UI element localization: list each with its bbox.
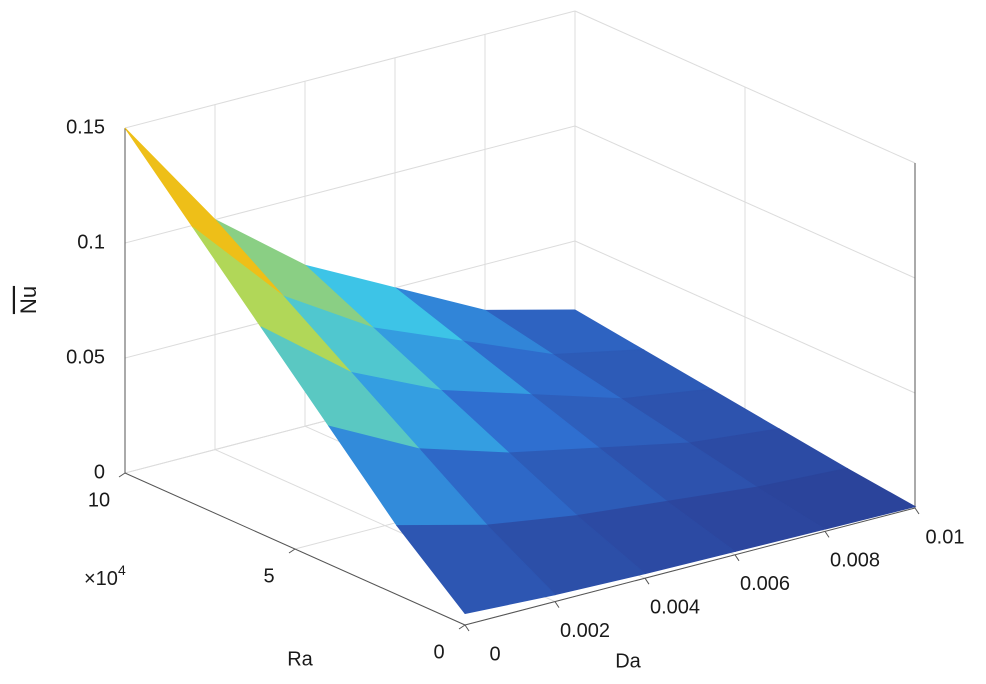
x-tick bbox=[644, 577, 650, 585]
y-tick-label: 0 bbox=[433, 641, 444, 663]
z-tick-label: 0 bbox=[94, 461, 105, 483]
y-tick-label: 5 bbox=[263, 565, 274, 587]
y-tick bbox=[288, 548, 296, 554]
y-axis-label: Ra bbox=[287, 648, 313, 670]
x-tick bbox=[824, 531, 830, 538]
x-tick bbox=[464, 624, 470, 632]
x-tick bbox=[734, 554, 740, 562]
x-axis-label: Da bbox=[615, 650, 641, 672]
axis-line bbox=[464, 507, 916, 626]
x-tick-label: 0 bbox=[489, 643, 500, 665]
surface bbox=[124, 127, 917, 615]
grid-line bbox=[574, 240, 916, 394]
grid-line bbox=[124, 10, 576, 129]
y-tick bbox=[458, 624, 466, 630]
z-tick-label: 0.15 bbox=[66, 116, 105, 138]
x-tick-label: 0.008 bbox=[830, 550, 880, 572]
labels: Da Ra Nu ×104 0 0.002 0.004 0.006 0.008 0.01 0… bbox=[16, 116, 965, 672]
y-tick-label: 10 bbox=[88, 489, 110, 511]
x-tick-label: 0.004 bbox=[650, 596, 700, 618]
x-tick bbox=[914, 507, 920, 515]
z-axis-label: Nu bbox=[16, 286, 41, 314]
x-tick-label: 0.01 bbox=[926, 526, 965, 548]
x-tick-label: 0.002 bbox=[560, 620, 610, 642]
y-tick bbox=[118, 472, 126, 478]
z-tick-label: 0.1 bbox=[77, 231, 105, 253]
grid-line bbox=[574, 10, 916, 164]
surface-patch bbox=[124, 127, 284, 297]
grid-line bbox=[574, 125, 916, 279]
y-exponent: ×104 bbox=[84, 562, 126, 591]
z-tick-label: 0.05 bbox=[66, 346, 105, 368]
x-tick bbox=[554, 601, 560, 608]
x-tick-label: 0.006 bbox=[740, 573, 790, 595]
y-exponent-base: ×10 bbox=[84, 568, 118, 590]
y-exponent-power: 4 bbox=[118, 562, 126, 578]
surface-patch bbox=[395, 524, 556, 615]
